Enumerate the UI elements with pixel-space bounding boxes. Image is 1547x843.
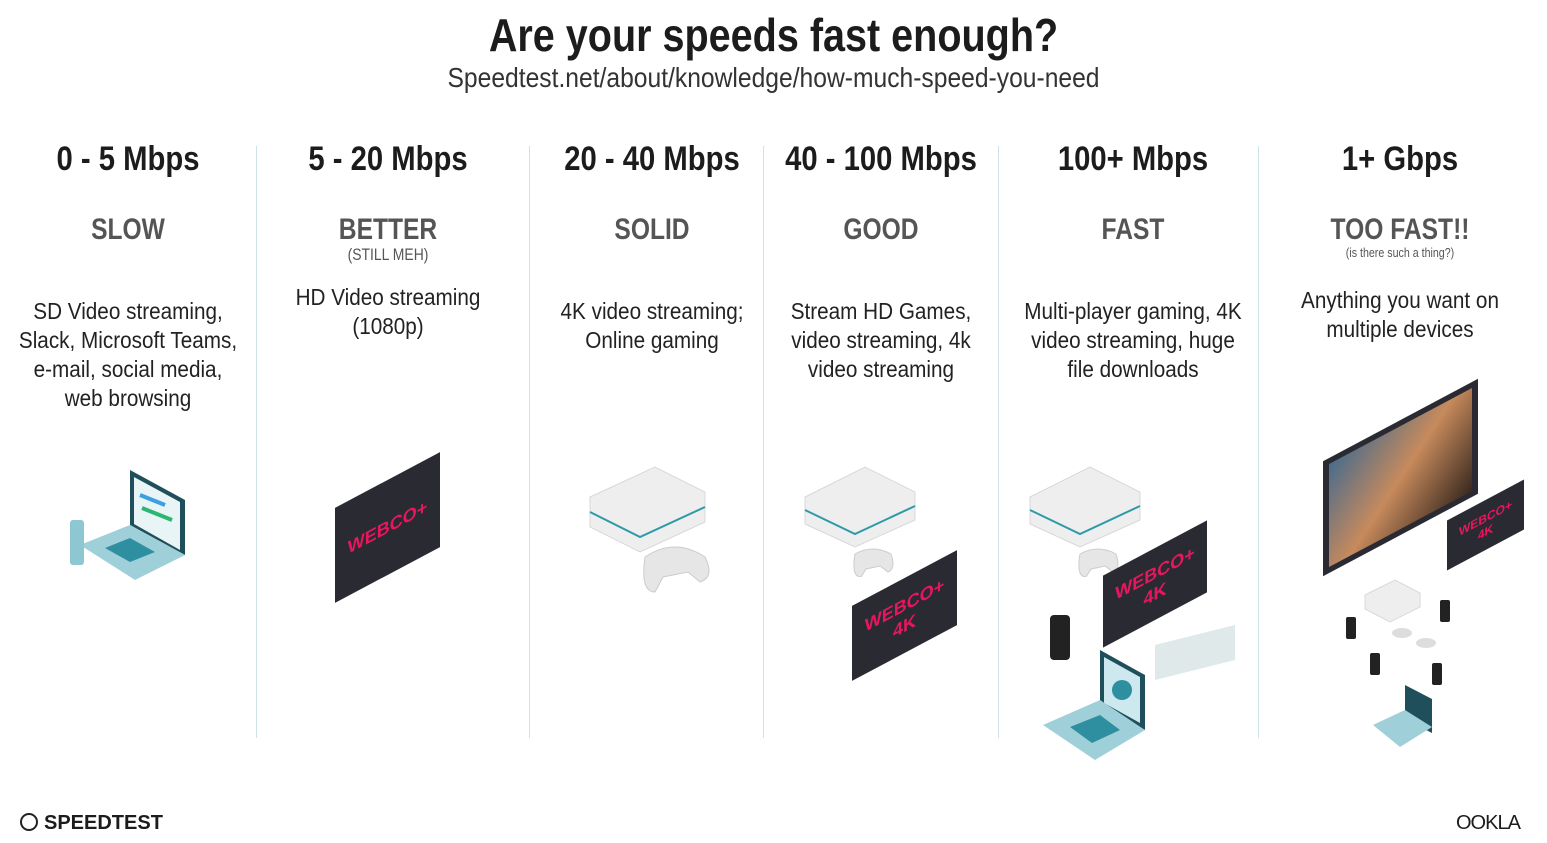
speed-range: 40 - 100 Mbps [785, 140, 977, 178]
game-console-icon [1155, 625, 1235, 680]
phone-icon [1346, 617, 1356, 639]
tier-label: FAST [1101, 213, 1165, 246]
ookla-logo: OOKLA [1456, 812, 1521, 834]
laptop-icon [1043, 615, 1235, 760]
controller-icon [1392, 628, 1412, 638]
tier-description: Stream HD Games, video streaming, 4k vid… [790, 298, 972, 382]
speedtest-logo: SPEEDTEST [20, 812, 163, 835]
tier-label: TOO FAST!! [1330, 213, 1470, 246]
speed-range: 1+ Gbps [1341, 140, 1459, 178]
tier-label: SOLID [614, 213, 690, 246]
tier-better: 5 - 20 Mbps BETTER (STILL MEH) HD Video … [268, 140, 508, 341]
speedtest-logo-text: SPEEDTEST [44, 812, 163, 834]
game-console-icon [1029, 466, 1141, 577]
divider [1258, 146, 1259, 738]
page-title: Are your speeds fast enough? [488, 9, 1059, 61]
divider [529, 146, 530, 738]
tier-slow: 0 - 5 Mbps SLOW SD Video streaming, Slac… [0, 140, 256, 413]
controller-icon [1416, 638, 1436, 648]
controller-icon [853, 548, 894, 577]
speed-range: 20 - 40 Mbps [564, 140, 740, 178]
game-console-icon [804, 466, 916, 577]
divider [763, 146, 764, 738]
tv-brand: WEBCO+ [347, 495, 428, 559]
source-url: Speedtest.net/about/knowledge/how-much-s… [447, 62, 1100, 93]
tier-too-fast: 1+ Gbps TOO FAST!! (is there such a thin… [1270, 140, 1530, 344]
tier-description: Multi-player gaming, 4K video streaming,… [1024, 298, 1242, 382]
tier-description: Anything you want on multiple devices [1301, 287, 1499, 342]
tier-note: (is there such a thing?) [1345, 245, 1455, 260]
tier-label: SLOW [91, 213, 165, 246]
tier-fast: 100+ Mbps FAST Multi-player gaming, 4K v… [1008, 140, 1258, 384]
phone-icon [70, 520, 84, 565]
divider [256, 146, 257, 738]
tier-description: HD Video streaming (1080p) [295, 284, 481, 339]
tier-good: 40 - 100 Mbps GOOD Stream HD Games, vide… [766, 140, 996, 384]
devices-group [1346, 579, 1450, 747]
tier-solid: 20 - 40 Mbps SOLID 4K video streaming; O… [532, 140, 772, 355]
phone-icon [1050, 615, 1070, 660]
controller-icon [643, 546, 710, 593]
game-console-icon [589, 466, 710, 593]
tier-label: GOOD [843, 213, 919, 246]
game-console-icon [1364, 579, 1421, 623]
gauge-icon [20, 813, 38, 831]
phone-icon [1370, 653, 1380, 675]
phone-icon [1432, 663, 1442, 685]
divider [998, 146, 999, 738]
tier-note: (STILL MEH) [347, 245, 429, 264]
speed-range: 100+ Mbps [1057, 140, 1209, 178]
tier-description: 4K video streaming; Online gaming [560, 298, 744, 353]
tier-description: SD Video streaming, Slack, Microsoft Tea… [18, 298, 238, 411]
tier-label: BETTER [338, 213, 438, 246]
speed-range: 5 - 20 Mbps [308, 140, 468, 178]
phone-icon [1440, 600, 1450, 622]
speed-range: 0 - 5 Mbps [56, 140, 200, 178]
laptop-icon [70, 470, 185, 580]
tv-icon: WEBCO+ [335, 452, 440, 603]
